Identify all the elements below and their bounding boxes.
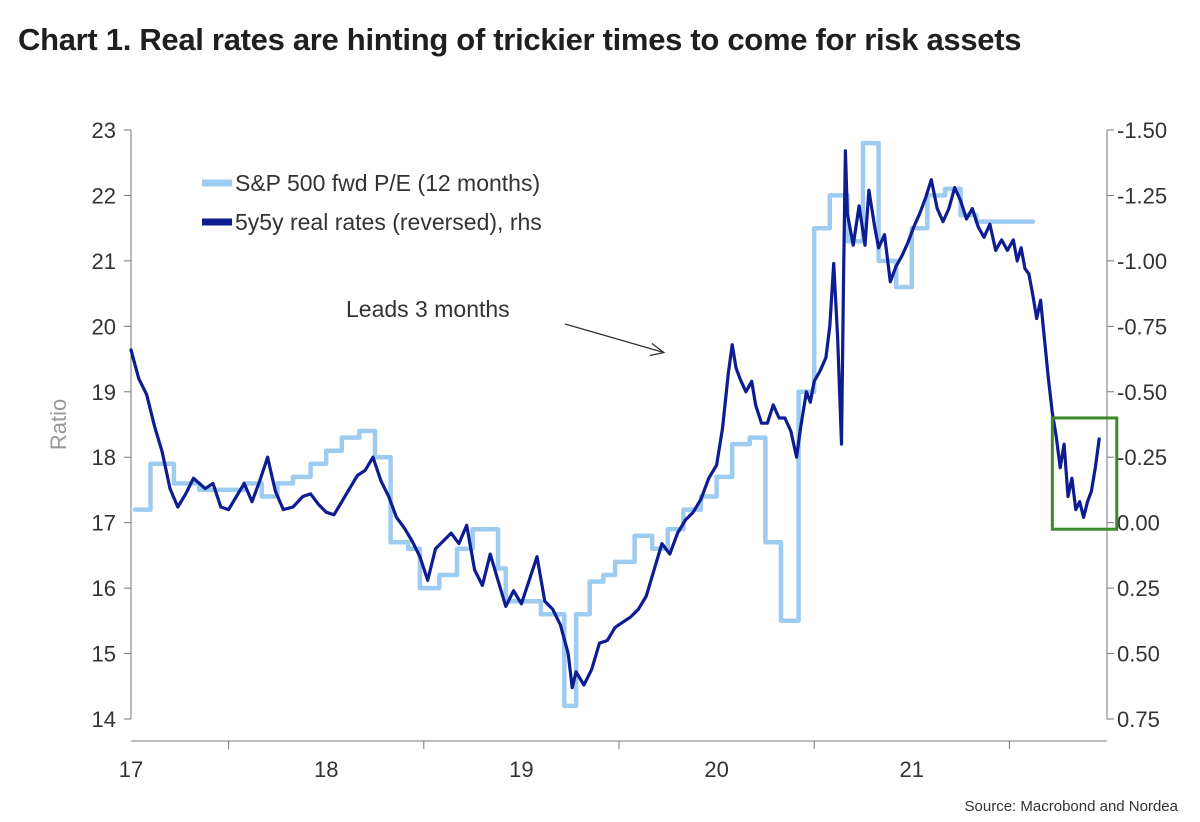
y2-tick-label: 0.50 (1117, 642, 1160, 667)
x-tick-label: 20 (704, 757, 728, 782)
annotation-arrowhead (649, 342, 666, 357)
series-layer (129, 140, 1101, 709)
y2-tick-label: 0.00 (1117, 511, 1160, 536)
legend-label-2: 5y5y real rates (reversed), rhs (235, 209, 542, 235)
axes-layer: 14 15 16 17 18 19 20 21 22 23 0.75 0.50 0.25 0.00 -0.2… (46, 118, 1167, 782)
y2-tick-label: -1.00 (1117, 249, 1167, 274)
pe-ratio-line (132, 140, 1036, 709)
y-tick-label: 21 (92, 249, 116, 274)
y2-tick-label: -1.25 (1117, 183, 1167, 208)
source-note: Source: Macrobond and Nordea (964, 798, 1178, 815)
annotation-arrow (564, 323, 665, 354)
y-tick-label: 19 (92, 380, 116, 405)
y2-tick-label: 0.75 (1117, 707, 1160, 732)
x-tick-label: 17 (119, 757, 143, 782)
y-tick-label: 15 (92, 642, 116, 667)
y-tick-label: 22 (92, 183, 116, 208)
y2-tick-label: 0.25 (1117, 576, 1160, 601)
y2-tick-label: -0.25 (1117, 445, 1167, 470)
y-tick-label: 14 (92, 707, 116, 732)
y2-tick-label: -1.50 (1117, 118, 1167, 143)
y2-tick-label: -0.50 (1117, 380, 1167, 405)
chart-title: Chart 1. Real rates are hinting of trick… (18, 22, 1022, 57)
y-tick-label: 23 (92, 118, 116, 143)
y-tick-label: 20 (92, 314, 116, 339)
y-tick-label: 18 (92, 445, 116, 470)
x-tick-label: 18 (314, 757, 338, 782)
overlay-layer: S&P 500 fwd P/E (12 months) 5y5y real rat… (202, 170, 1119, 531)
x-tick-label: 19 (509, 757, 533, 782)
legend-label-1: S&P 500 fwd P/E (12 months) (235, 170, 540, 196)
y-axis-title: Ratio (46, 399, 71, 450)
y-tick-label: 16 (92, 576, 116, 601)
real-rates-line (129, 149, 1101, 690)
x-tick-label: 21 (900, 757, 924, 782)
annotation-text: Leads 3 months (346, 296, 510, 322)
y-tick-label: 17 (92, 511, 116, 536)
highlight-box (1050, 416, 1119, 531)
y2-tick-label: -0.75 (1117, 314, 1167, 339)
chart: 14 15 16 17 18 19 20 21 22 23 0.75 0.50 0.25 0.00 -0.2… (46, 118, 1167, 782)
